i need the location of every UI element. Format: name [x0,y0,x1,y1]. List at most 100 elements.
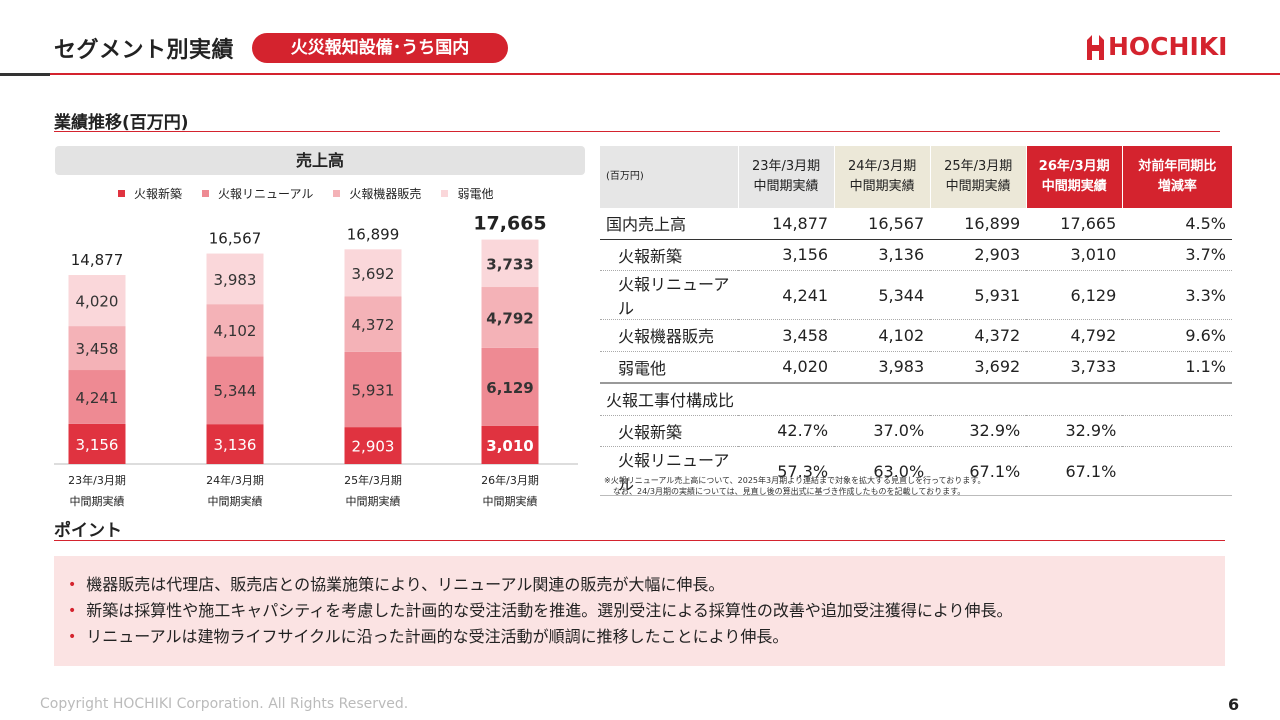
table-row: 火報機器販売 3,458 4,102 4,372 4,792 9.6% [600,319,1232,352]
cell: 3.7% [1122,239,1232,271]
bar-segment-label: 3,458 [76,340,119,358]
logo-mark-icon [1087,35,1104,60]
table-header-col: 25年/3月期 中間期実績 [929,146,1027,208]
x-tick-label: 24年/3月期 [206,473,264,487]
cell: 3,010 [1026,239,1123,271]
header-divider [0,73,1280,75]
x-tick-label: 25年/3月期 [344,473,402,487]
bar-segment [344,427,402,464]
bar-segment [206,253,264,305]
table-header-col-yoy: 対前年同期比 増減率 [1121,146,1232,208]
table-header-col: 23年/3月期 中間期実績 [737,146,835,208]
cell: 16,899 [930,208,1027,240]
bar-segment [344,296,402,352]
cell: 5,344 [834,270,931,320]
row-label: 火報新築 [600,415,739,447]
cell: 3,156 [738,239,835,271]
cell: 1.1% [1122,351,1232,384]
row-label: 火報工事付構成比 [600,383,1232,416]
bar-total-label: 16,899 [347,225,400,243]
cell: 3.3% [1122,270,1232,320]
cell: 67.1% [1026,446,1123,496]
section-points-title: ポイント [54,521,122,541]
legend-swatch [118,190,125,197]
header-divider-accent [0,73,50,76]
cell: 17,665 [1026,208,1123,240]
bar-segment-label: 5,344 [214,382,257,400]
company-logo: HOCHIKI [1086,32,1256,62]
cell: 57.3% [738,446,835,496]
legend-label: 火報機器販売 [349,187,422,201]
bar-segment-label: 3,136 [214,436,257,454]
bar-total-label: 14,877 [71,251,124,269]
section-performance-line [54,131,1220,132]
table-header-row: (百万円) 23年/3月期 中間期実績 24年/3月期 中間期実績 25年/3月期中… [600,146,1232,208]
row-label: 弱電他 [600,351,739,384]
legend-label: 弱電他 [457,187,494,201]
legend-swatch [202,190,210,197]
cell: 5,931 [930,270,1027,320]
copyright: Copyright HOCHIKI Corporation. All Right… [40,696,409,712]
x-tick-label: 中間期実績 [70,494,125,508]
cell: 4,372 [930,319,1027,352]
bullet-icon: • [68,603,77,619]
table-notes: ※火報リニューアル売上高について、2025年3月期より連結まで対象を拡大する見直… [604,475,986,497]
cell: 6,129 [1026,270,1123,320]
bar-segment-label: 4,020 [76,293,119,311]
chart-legend: 火報新築 火報リニューアル 火報機器販売 弱電他 [118,185,493,202]
note-line: ※火報リニューアル売上高について、2025年3月期より連結まで対象を拡大する見直… [604,476,986,485]
cell: 32.9% [1026,415,1123,447]
row-label: 火報新築 [600,239,739,271]
bar-segment [481,347,539,426]
bar-segment-label: 3,983 [214,271,257,289]
bar-segment-label: 2,903 [352,438,395,456]
bar-segment-label: 3,010 [486,437,533,455]
cell: 32.9% [930,415,1027,447]
cell: 16,567 [834,208,931,240]
bar-segment [481,425,539,464]
cell: 67.1% [930,446,1027,496]
bar-segment [481,239,539,288]
table-row-total: 国内売上高 14,877 16,567 16,899 17,665 4.5% [600,208,1232,240]
cell: 4.5% [1122,208,1232,240]
x-tick-label: 中間期実績 [483,494,538,508]
bar-segment [481,287,539,348]
bar-segment [68,326,126,371]
cell: 42.7% [738,415,835,447]
bar-segment [68,275,126,327]
bar-segment-label: 5,931 [352,381,395,399]
cell: 14,877 [738,208,835,240]
bar-segment-label: 4,372 [352,316,395,334]
table-unit: (百万円) [600,146,739,208]
bar-segment [344,249,402,297]
bar-segment [68,423,126,464]
section-points-line [54,540,1225,541]
bar-segment-label: 6,129 [486,379,533,397]
legend-label: 火報新築 [134,187,183,201]
bar-segment [206,304,264,357]
legend-item-equipment: 火報機器販売 [333,185,421,202]
segment-pill: 火災報知設備･うち国内 [252,33,508,63]
cell: 37.0% [834,415,931,447]
row-label: 火報リニューアル [600,270,739,320]
x-tick-label: 23年/3月期 [68,473,126,487]
table-row: 火報リニューアル 4,241 5,344 5,931 6,129 3.3% [600,270,1232,320]
chart-title: 売上高 [55,146,585,175]
cell: 3,692 [930,351,1027,384]
point-item: • リニューアルは建物ライフサイクルに沿った計画的な受注活動が順調に推移したことに… [68,627,789,646]
bar-segment-label: 4,102 [214,322,257,340]
bar-segment [206,424,264,464]
bar-segment-label: 4,241 [76,389,119,407]
page-title: セグメント別実績 [54,38,235,63]
legend-item-new: 火報新築 [118,185,182,202]
cell: 4,241 [738,270,835,320]
table-row: 火報新築 42.7% 37.0% 32.9% 32.9% [600,415,1232,447]
page-number: 6 [1228,695,1240,714]
table-row: 火報リニューアル 57.3% 63.0% 67.1% 67.1% [600,446,1232,496]
row-label: 火報リニューアル [600,446,739,496]
table-row: 火報新築 3,156 3,136 2,903 3,010 3.7% [600,239,1232,271]
table-row-ratio-title: 火報工事付構成比 [600,383,1232,416]
cell: 3,983 [834,351,931,384]
legend-item-renewal: 火報リニューアル [202,185,313,202]
legend-item-weak: 弱電他 [441,185,493,202]
